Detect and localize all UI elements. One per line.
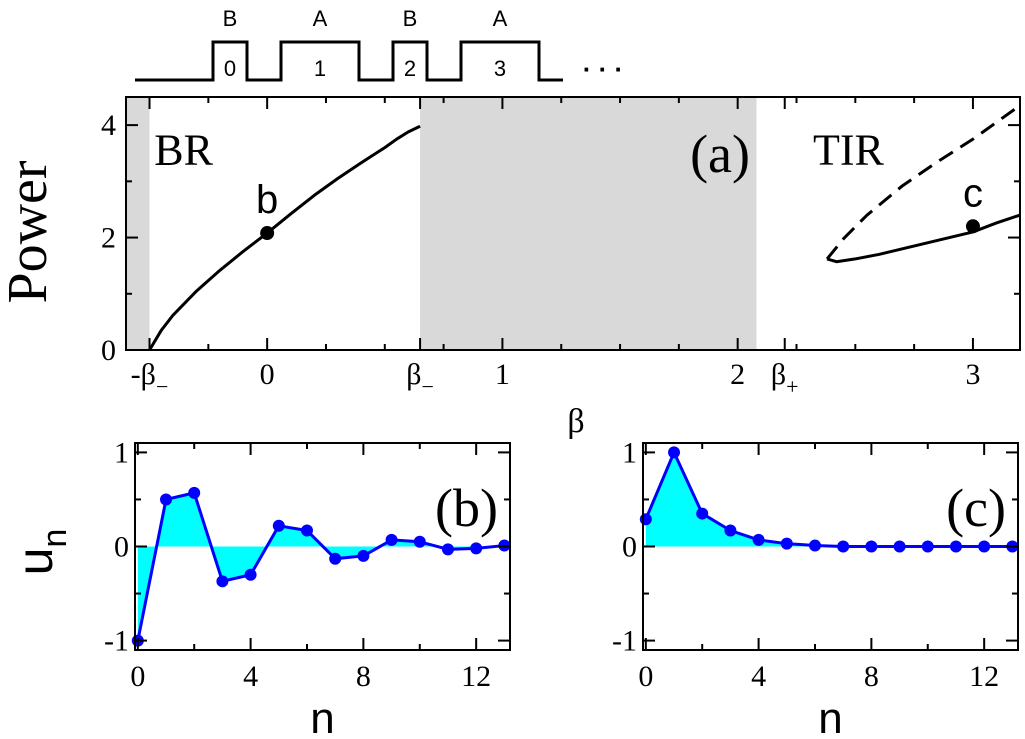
point-c [965, 219, 980, 234]
layer-name-0: B [223, 6, 238, 31]
curve-dashed-1 [825, 104, 1021, 260]
point-label-b: b [256, 178, 278, 222]
layer-index-1: 1 [314, 56, 326, 81]
data-point-c-5 [780, 537, 793, 550]
point-b [260, 226, 275, 241]
data-point-b-11 [441, 543, 454, 556]
layer-ellipsis: · · · [583, 54, 623, 84]
xtick-label-a-5: β+ [771, 358, 799, 399]
panel-a: b c BR TIR (a) -β− 0 β− 1 2 β+ 3 0 2 4 β Power [0, 96, 1021, 440]
y-axis-label-a: Power [0, 160, 59, 303]
data-point-c-4 [752, 533, 765, 546]
region-label-0: BR [154, 125, 213, 174]
xtick-label-a-2: β− [406, 358, 434, 399]
data-point-c-9 [893, 540, 906, 553]
data-point-c-3 [724, 524, 737, 537]
panel-label-c: (c) [946, 478, 1006, 538]
ytick-label-a-2: 4 [101, 109, 116, 142]
xtick-label-c-2: 8 [864, 660, 879, 693]
y-axis-label-b: un [7, 529, 74, 576]
xtick-label-a-3: 1 [495, 358, 510, 391]
xtick-label-a-0: -β− [131, 358, 169, 399]
panel-b: 0 4 8 12-101(b)nun [7, 436, 511, 739]
layer-profile [135, 40, 563, 82]
region-label-1: TIR [813, 125, 885, 174]
data-point-b-10 [413, 535, 426, 548]
x-axis-label-a: β [567, 403, 584, 440]
xtick-label-a-1: 0 [260, 358, 275, 391]
xtick-label-b-1: 4 [243, 660, 258, 693]
ytick-label-b-1: 0 [114, 531, 129, 564]
ytick-label-a-1: 2 [101, 222, 116, 255]
layer-index-2: 2 [404, 56, 416, 81]
data-point-b-8 [357, 549, 370, 562]
xtick-label-c-1: 4 [751, 660, 766, 693]
xtick-label-b-3: 12 [461, 660, 491, 693]
data-point-b-4 [244, 568, 257, 581]
data-point-c-0 [639, 513, 652, 526]
xtick-label-b-0: 0 [130, 660, 145, 693]
xtick-label-c-3: 12 [969, 660, 999, 693]
data-point-b-9 [385, 533, 398, 546]
panel-label-a: (a) [690, 124, 750, 184]
area-fill-b [137, 492, 505, 641]
ytick-label-a-0: 0 [101, 334, 116, 367]
gap-region-0 [126, 97, 150, 350]
data-point-c-6 [808, 539, 821, 552]
ytick-label-c-2: 1 [622, 436, 637, 469]
data-point-b-2 [188, 486, 201, 499]
panel-label-b: (b) [435, 478, 498, 538]
data-point-c-12 [978, 540, 991, 553]
panel-c: 0 4 8 12-101(c)n [612, 436, 1019, 739]
data-point-c-1 [668, 446, 681, 459]
data-point-b-1 [160, 493, 173, 506]
data-point-b-6 [300, 524, 313, 537]
ytick-label-c-1: 0 [622, 531, 637, 564]
xtick-label-b-2: 8 [356, 660, 371, 693]
curve-solid-2 [826, 213, 1021, 264]
x-axis-label-c: n [818, 694, 842, 739]
data-point-c-11 [949, 540, 962, 553]
data-point-c-10 [921, 540, 934, 553]
data-point-c-8 [865, 540, 878, 553]
data-point-b-7 [329, 552, 342, 565]
layer-name-2: B [403, 6, 418, 31]
xtick-label-a-4: 2 [730, 358, 745, 391]
gap-region-1 [420, 97, 757, 350]
data-point-c-7 [837, 540, 850, 553]
layer-name-1: A [313, 6, 328, 31]
x-axis-label-b: n [310, 694, 334, 739]
data-point-b-5 [272, 519, 285, 532]
xtick-label-a-6: 3 [965, 358, 980, 391]
ytick-label-b-2: 1 [114, 436, 129, 469]
data-point-b-3 [216, 575, 229, 588]
curve-solid-0 [148, 124, 421, 351]
plot-frame-a [125, 96, 1021, 351]
layer-schematic: B 0 A 1 B 2 A 3 · · · [135, 6, 623, 84]
point-label-c: c [963, 171, 983, 215]
ytick-label-b-0: -1 [104, 625, 129, 658]
data-point-b-12 [470, 542, 483, 555]
layer-name-3: A [493, 6, 508, 31]
layer-index-3: 3 [494, 56, 506, 81]
area-fill-c [645, 452, 1013, 547]
xtick-label-c-0: 0 [638, 660, 653, 693]
layer-index-0: 0 [224, 56, 236, 81]
data-point-c-2 [696, 507, 709, 520]
ytick-label-c-0: -1 [612, 625, 637, 658]
